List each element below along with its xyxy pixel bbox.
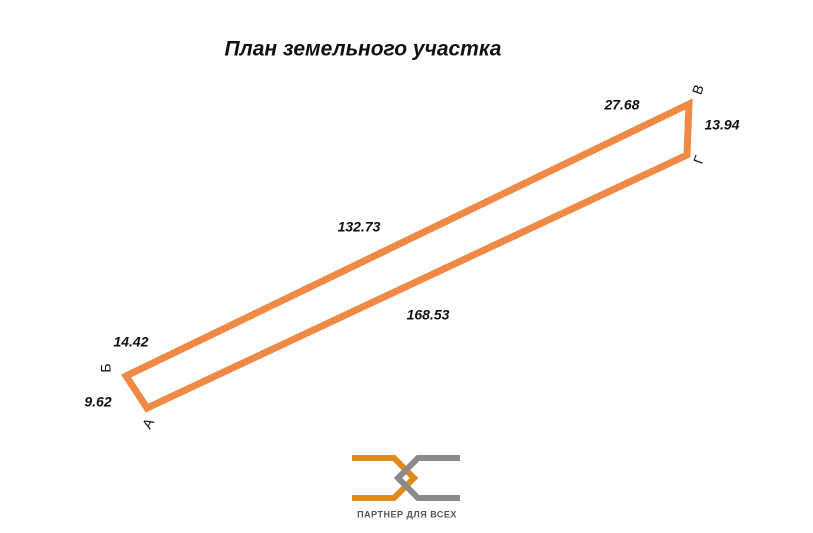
side-length: 132.73 <box>338 219 381 235</box>
title: План земельного участка <box>225 38 502 61</box>
side-length: 27.68 <box>603 97 639 113</box>
vertex-label: Б <box>98 363 114 372</box>
side-length: 168.53 <box>407 307 450 323</box>
side-length: 9.62 <box>84 394 111 410</box>
logo-text: ПАРТНЕР ДЛЯ ВСЕХ <box>357 509 457 519</box>
side-length: 13.94 <box>704 117 739 133</box>
logo-gray <box>393 455 460 501</box>
logo: ПАРТНЕР ДЛЯ ВСЕХ <box>352 455 460 519</box>
logo-orange <box>352 455 419 501</box>
side-length: 14.42 <box>113 334 148 350</box>
plot-boundary <box>120 98 693 413</box>
